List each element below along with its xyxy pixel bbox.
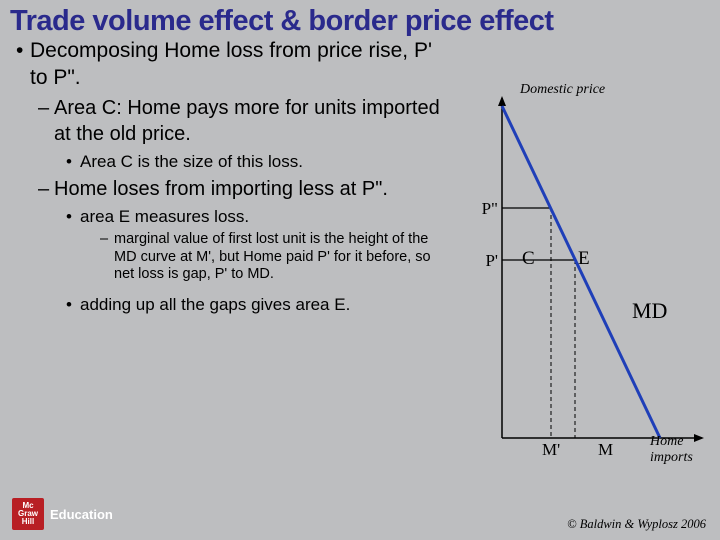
bullet-level1: •Decomposing Home loss from price rise, … xyxy=(16,38,710,91)
slide-title: Trade volume effect & border price effec… xyxy=(0,0,720,38)
md-curve-label: MD xyxy=(632,298,667,324)
y-axis-label: Domestic price xyxy=(520,82,605,98)
p-double-prime-label: P" xyxy=(470,199,498,219)
m-label: M xyxy=(598,440,613,460)
brand-text: Education xyxy=(50,507,113,522)
md-chart: Domestic price P" P' C E MD M' M Home im… xyxy=(470,88,712,468)
brand-logo: Mc Graw Hill xyxy=(12,498,44,530)
region-e-label: E xyxy=(578,248,590,270)
m-prime-label: M' xyxy=(542,440,560,460)
x-axis-label: Home imports xyxy=(650,434,710,466)
p-prime-label: P' xyxy=(470,251,498,271)
chart-svg xyxy=(470,88,712,468)
region-c-label: C xyxy=(522,248,535,270)
publisher-brand: Mc Graw Hill Education xyxy=(12,498,113,530)
copyright-text: © Baldwin & Wyplosz 2006 xyxy=(567,517,706,532)
